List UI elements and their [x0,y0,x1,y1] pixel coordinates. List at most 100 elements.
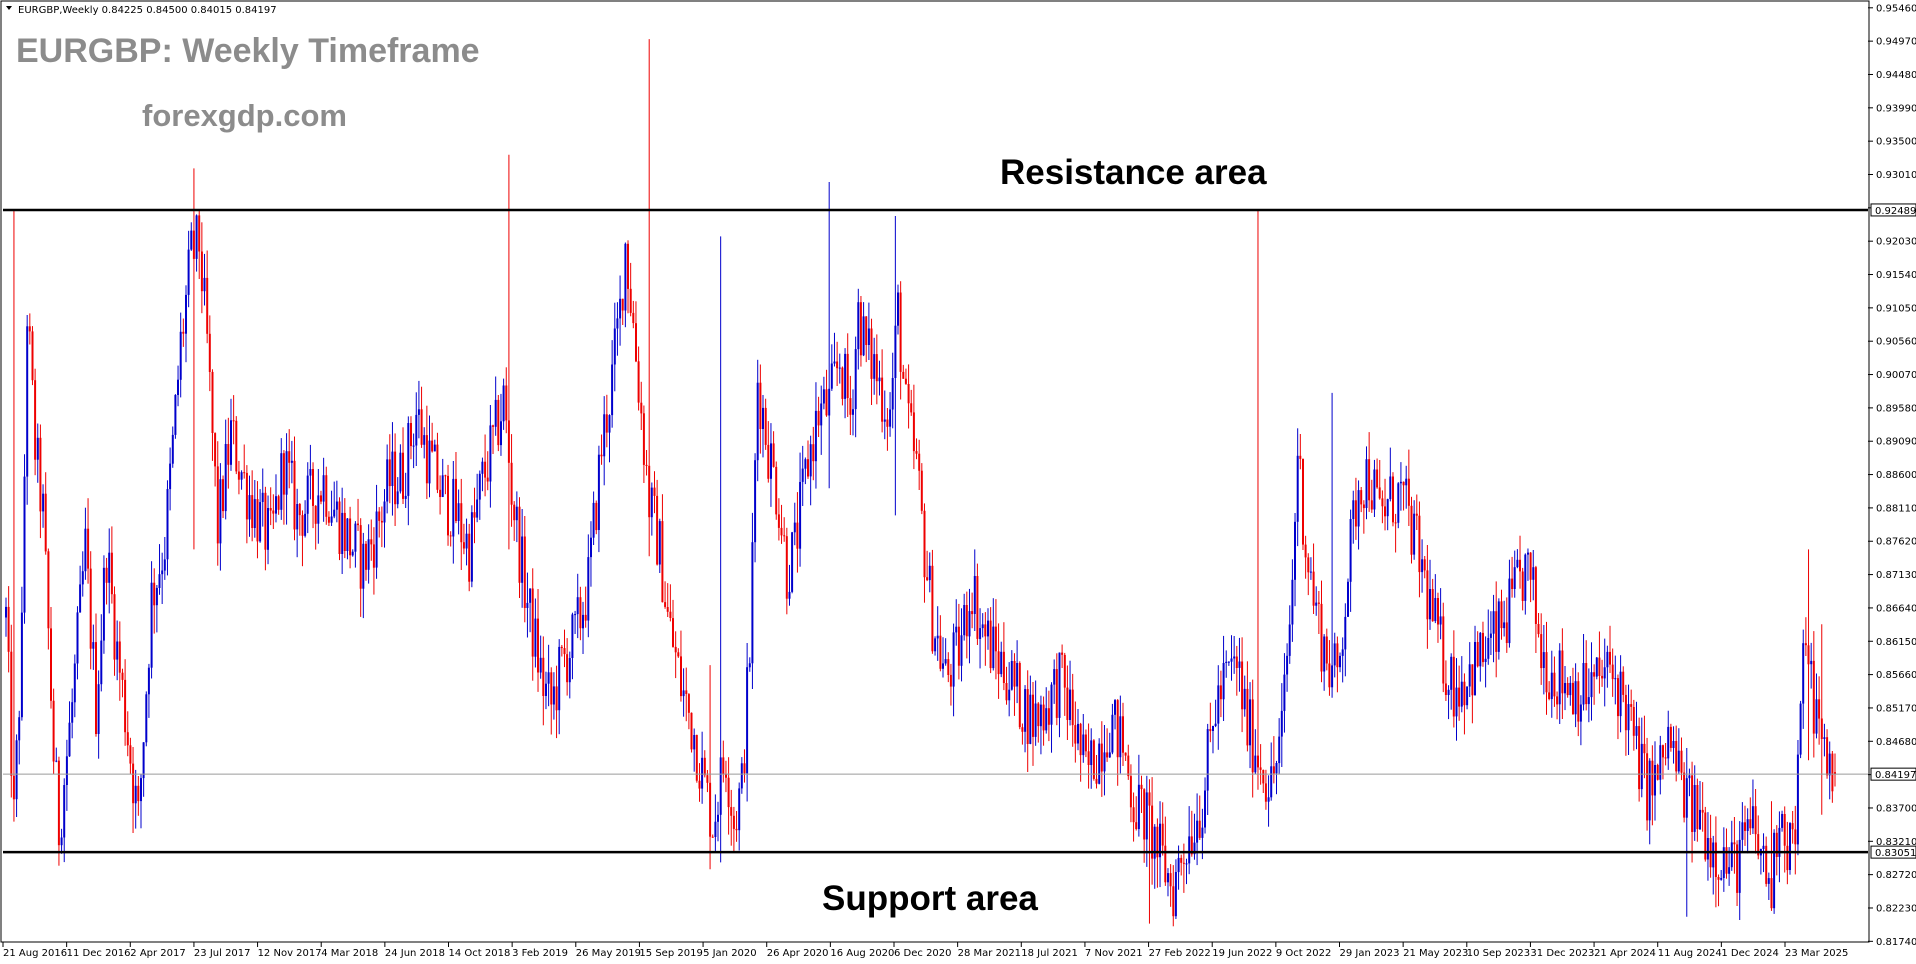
y-tick-label: 0.86150 [1876,637,1916,648]
candle-body [1225,661,1228,663]
candle [830,344,833,391]
y-tick-label: 0.82230 [1876,903,1916,914]
candle [1257,210,1259,790]
candle-body [1786,845,1789,871]
candle-body [899,292,902,372]
candle-body [637,361,640,403]
candle-body [1654,765,1656,796]
candle-body [1775,832,1778,857]
candle [1796,740,1799,856]
candle [971,592,974,629]
candle-body [1505,622,1508,643]
candle-body [552,686,555,705]
candle [793,502,796,546]
candle [732,806,735,852]
candle [1513,550,1516,598]
candle [1669,723,1672,752]
candle [404,472,407,508]
x-tick-label: 14 Oct 2018 [449,948,511,959]
candle [507,154,510,550]
candle-body [372,544,375,568]
candle [672,599,674,648]
x-tick-label: 21 Apr 2024 [1594,948,1656,959]
x-tick-label: 9 Oct 2022 [1276,948,1331,959]
y-tick-label: 0.85660 [1876,670,1916,681]
candle-body [1622,671,1625,695]
candle-body [354,523,357,552]
candle [838,353,841,384]
candle-body [1320,603,1323,672]
candle [1614,655,1617,705]
candle-body [1280,710,1283,737]
candle-body [828,388,831,416]
candle-body [1471,664,1474,696]
candle-body [738,788,741,831]
candle [738,782,741,851]
candle [1638,717,1641,802]
candle-body [126,732,129,746]
candle-body [1606,651,1609,668]
candle-body [285,451,288,495]
candle [1725,828,1728,879]
candle [1640,717,1643,798]
candle-body [275,496,277,514]
candle-body [780,527,783,536]
candle [1251,679,1254,798]
candle-body [325,475,328,517]
candle-body [1296,455,1299,522]
candle [1765,836,1768,887]
candle-body [1090,740,1093,765]
candle [648,39,651,557]
candle-body [1794,829,1797,845]
candle-body [1042,704,1045,731]
candle-body [34,380,37,460]
candle [1418,501,1421,598]
candle-body [227,444,230,465]
candle [1204,777,1206,834]
candle [1704,806,1707,862]
candle-body [1635,726,1638,736]
candle [1360,487,1363,513]
candle-body [1791,823,1794,830]
candle [314,505,317,550]
candle-body [1174,872,1177,917]
candle-body [118,641,121,673]
candle [338,497,341,561]
candle-body [163,559,166,571]
candle [979,608,982,669]
candle-body [1595,657,1598,677]
candle-body [904,378,907,384]
candle-body [1024,689,1027,732]
candle [664,581,667,609]
candle [1272,736,1275,784]
candle-body [767,444,770,479]
candle [650,482,653,536]
candle-body [314,505,317,524]
candle [1037,702,1040,743]
candle [1826,729,1829,779]
candle-body [219,479,222,544]
candle-body [1055,669,1058,718]
candle [399,444,402,494]
candle-body [1177,857,1180,873]
candle-body [1651,760,1654,796]
candle-body [1783,814,1786,846]
candle [166,480,169,576]
candle-body [200,251,203,292]
candle-body [195,215,198,259]
candle [994,599,997,680]
candle [976,563,979,645]
candle [10,624,13,798]
candle [1217,665,1220,750]
candle [42,484,45,528]
candle [1341,637,1344,683]
x-tick-label: 28 Mar 2021 [958,948,1021,959]
candle-body [1143,789,1146,840]
candle [1246,661,1249,752]
candle-body [1333,643,1336,666]
candle-body [335,501,338,510]
candle-body [1834,772,1836,775]
candle [1005,666,1008,705]
candle-body [534,618,537,657]
